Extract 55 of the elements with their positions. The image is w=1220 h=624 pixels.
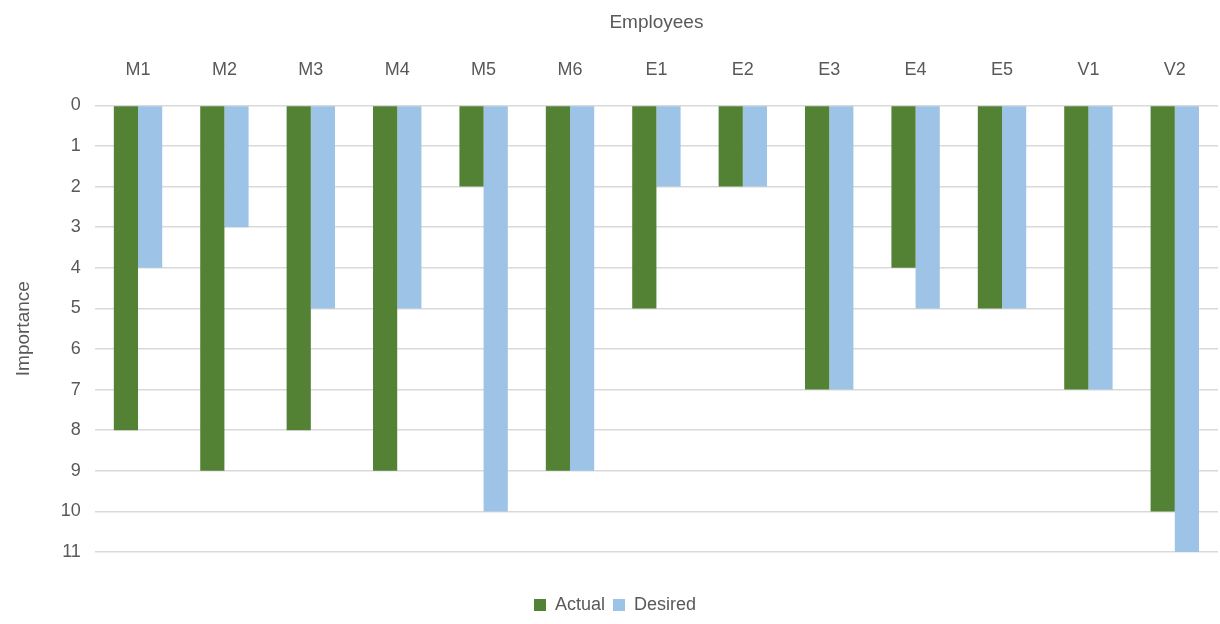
bar: [200, 106, 225, 471]
bar: [742, 106, 767, 187]
bar: [483, 106, 508, 512]
x-tick-label: E4: [904, 58, 927, 79]
x-tick-label: M2: [211, 58, 237, 79]
x-tick-label: E2: [731, 58, 754, 79]
legend-label: Actual: [554, 593, 606, 614]
bar: [1174, 106, 1199, 552]
bar: [545, 106, 571, 471]
y-tick-label: 6: [70, 337, 81, 358]
y-axis-title: Importance: [11, 281, 33, 377]
bar: [1002, 106, 1027, 309]
y-tick-label: 0: [70, 94, 81, 115]
x-tick-label: V2: [1163, 58, 1186, 79]
bar: [805, 106, 830, 390]
y-tick-label: 5: [70, 297, 81, 318]
bar: [138, 106, 163, 268]
y-tick-label: 1: [70, 134, 81, 155]
x-tick-label: M4: [384, 58, 410, 79]
bar: [1064, 106, 1089, 390]
bar: [829, 106, 854, 390]
bar: [977, 106, 1002, 309]
bar: [286, 106, 311, 431]
x-tick-label: E5: [990, 58, 1014, 79]
bar: [891, 106, 916, 268]
x-tick-label: M1: [125, 58, 151, 79]
y-tick-label: 4: [70, 256, 81, 277]
y-tick-label: 9: [70, 459, 81, 480]
x-tick-label: M5: [471, 58, 497, 79]
bar: [459, 106, 484, 187]
bar: [632, 106, 657, 309]
bar: [224, 106, 249, 228]
bar: [718, 106, 743, 187]
y-tick-label: 3: [70, 216, 81, 237]
y-tick-label: 11: [62, 540, 81, 561]
x-tick-label: V1: [1077, 58, 1100, 79]
bar: [570, 106, 595, 471]
bar: [1088, 106, 1113, 390]
bar: [1150, 106, 1175, 512]
x-axis-title: Employees: [609, 10, 704, 32]
bar: [397, 106, 422, 309]
y-tick-label: 8: [70, 419, 81, 440]
bar: [915, 106, 940, 309]
y-tick-label: 2: [70, 175, 81, 196]
bar: [310, 106, 336, 309]
bar: [656, 106, 681, 187]
bar: [113, 106, 139, 431]
y-tick-label: 10: [60, 500, 81, 521]
x-tick-label: E1: [645, 58, 668, 79]
x-tick-label: M6: [557, 58, 583, 79]
legend-label: Desired: [634, 593, 697, 614]
y-tick-label: 7: [70, 378, 81, 399]
x-tick-label: M3: [298, 58, 324, 79]
x-tick-label: E3: [818, 58, 841, 79]
bar: [373, 106, 398, 471]
